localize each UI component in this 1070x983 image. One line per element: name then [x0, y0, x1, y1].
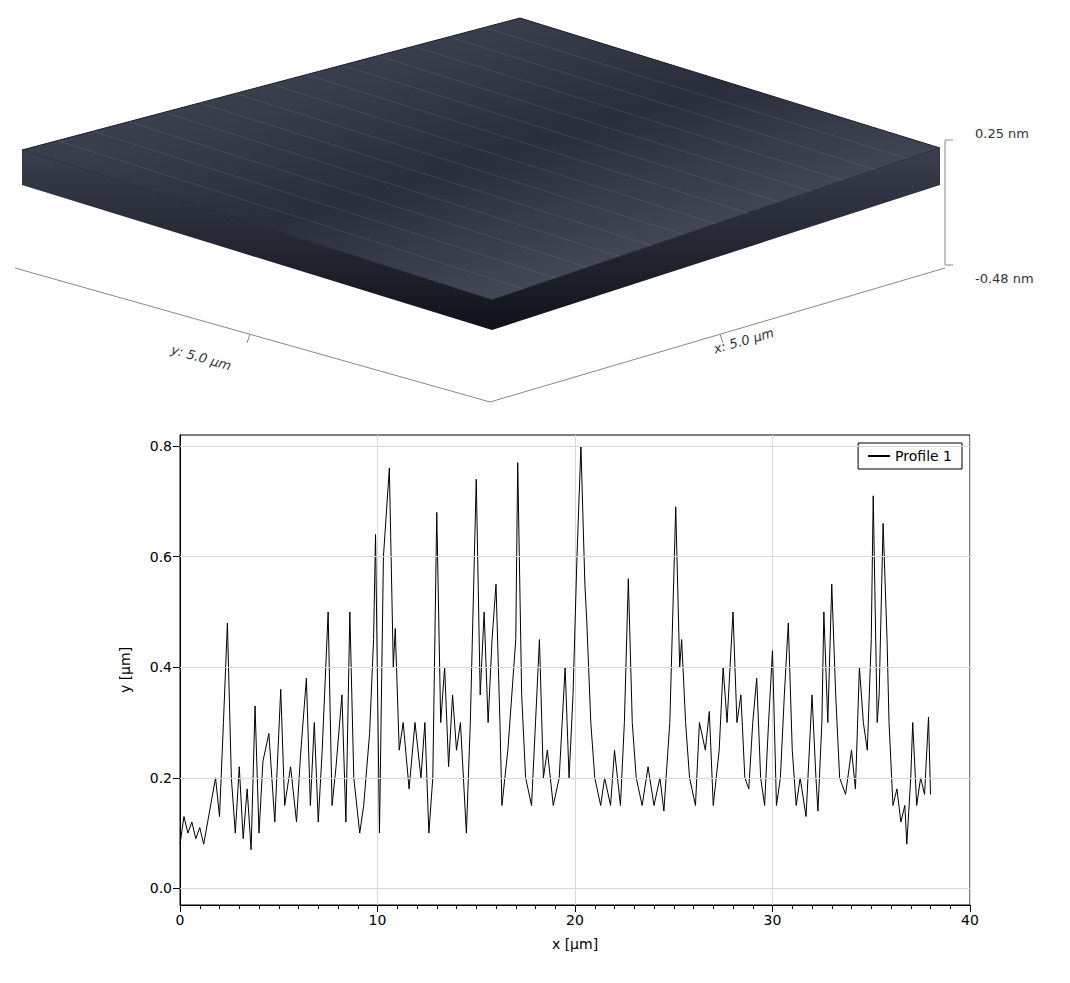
svg-text:10: 10 — [369, 912, 387, 928]
svg-text:0.0: 0.0 — [150, 880, 172, 896]
svg-text:0: 0 — [176, 912, 185, 928]
svg-text:30: 30 — [764, 912, 782, 928]
svg-text:0.8: 0.8 — [150, 438, 172, 454]
svg-text:0.6: 0.6 — [150, 549, 172, 565]
svg-text:y: 5.0 µm: y: 5.0 µm — [168, 342, 233, 374]
svg-text:x: 5.0 µm: x: 5.0 µm — [711, 325, 776, 357]
svg-text:0.25 nm: 0.25 nm — [975, 126, 1029, 141]
svg-text:x [µm]: x [µm] — [552, 936, 598, 952]
svg-text:y [µm]: y [µm] — [117, 647, 133, 693]
svg-text:40: 40 — [961, 912, 979, 928]
svg-text:Profile 1: Profile 1 — [895, 448, 952, 464]
svg-text:0.4: 0.4 — [150, 659, 172, 675]
svg-text:0.2: 0.2 — [150, 770, 172, 786]
svg-text:-0.48 nm: -0.48 nm — [975, 271, 1034, 286]
svg-text:20: 20 — [566, 912, 584, 928]
